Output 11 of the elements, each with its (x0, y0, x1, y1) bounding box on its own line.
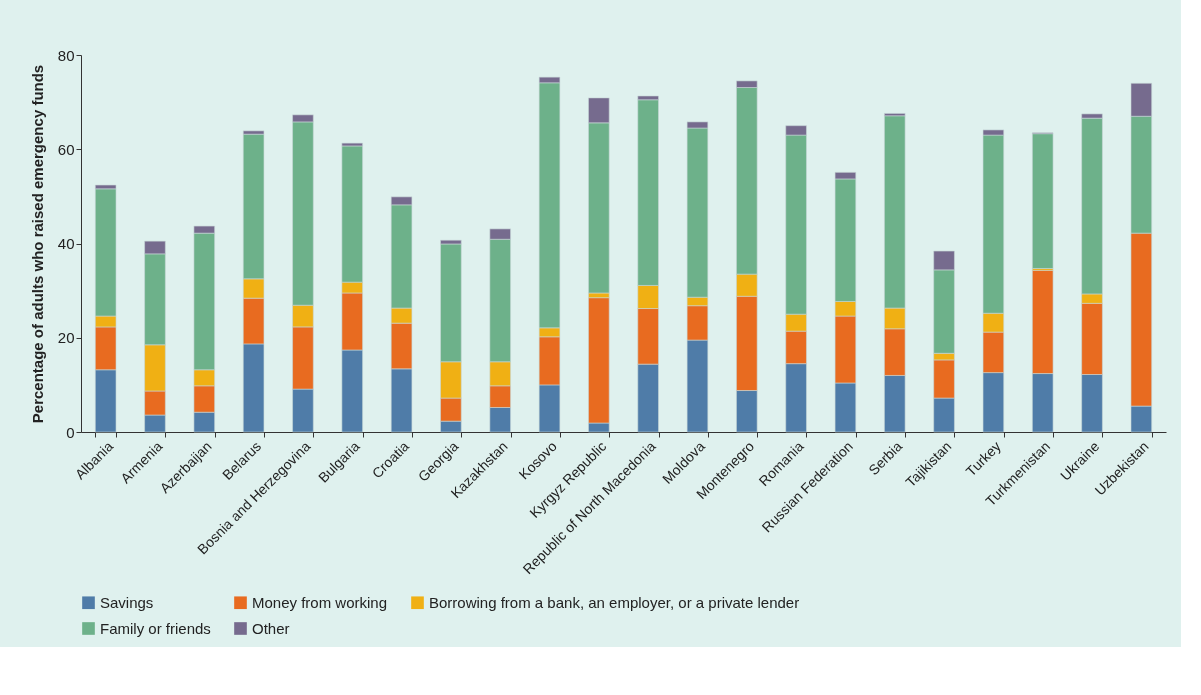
legend-label: Savings (100, 593, 154, 611)
legend-label: Family or friends (100, 619, 211, 637)
y-tick-label: 0 (66, 423, 75, 441)
legend-label: Other (252, 619, 290, 637)
y-tick-label: 40 (57, 235, 75, 252)
y-axis-title: Percentage of adults who raised emergency funds (28, 64, 46, 424)
legend-label: Borrowing from a bank, an employer, or a private lender (429, 593, 800, 611)
y-tick-label: 80 (57, 46, 75, 64)
y-tick-label: 60 (57, 140, 75, 158)
y-tick-label: 20 (57, 329, 75, 347)
legend-label: Money from working (252, 593, 388, 611)
